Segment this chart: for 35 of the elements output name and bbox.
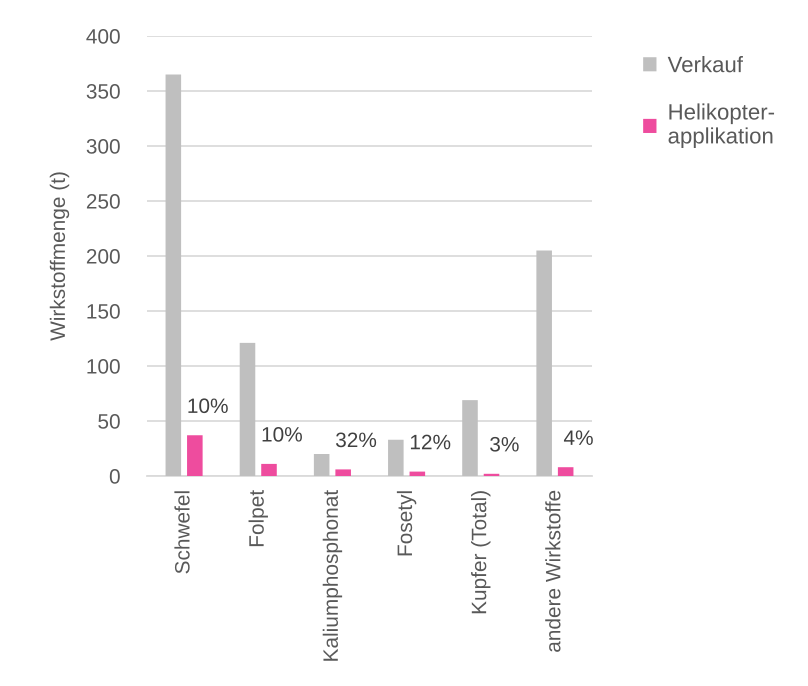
bar [240,342,256,476]
x-tick-label: Folpet [248,490,268,546]
y-tick-label: 250 [86,194,120,209]
x-tick-label: Kaliumphosphonat [322,490,342,661]
x-tick-label: Schwefel [174,491,190,574]
bar [388,440,404,476]
annotation: 10% [262,426,302,442]
annotation: 32% [336,432,376,448]
annotation: 4% [564,430,593,445]
y-tick-label: 350 [86,84,120,99]
y-tick-label: 400 [86,29,120,44]
y-axis-title: Wirkstoffmenge (t) [50,172,70,341]
legend-label: Helikopter- applikation [668,103,774,148]
y-tick-label: 100 [87,359,120,374]
annotation: 3% [490,436,519,452]
x-tick-label: Fosetyl [396,491,416,556]
bar [558,467,574,476]
y-tick-label: 200 [86,249,120,264]
annotation: 12% [410,434,450,450]
bar [462,400,478,476]
bar [314,454,330,476]
bar [536,250,552,476]
y-tick-label: 300 [86,139,120,154]
bar [261,464,277,476]
y-tick-label: 50 [98,414,120,429]
y-tick-label: 150 [87,304,120,319]
bar [187,435,203,476]
bar [335,469,351,476]
x-tick-label: andere Wirkstoffe [545,490,561,652]
bar [166,74,182,476]
bar [410,472,426,476]
annotation: 10% [188,398,228,414]
y-tick-label: 0 [110,469,120,484]
x-tick-label: Kupfer (Total) [471,491,490,614]
legend-label: Verkauf [668,56,743,72]
